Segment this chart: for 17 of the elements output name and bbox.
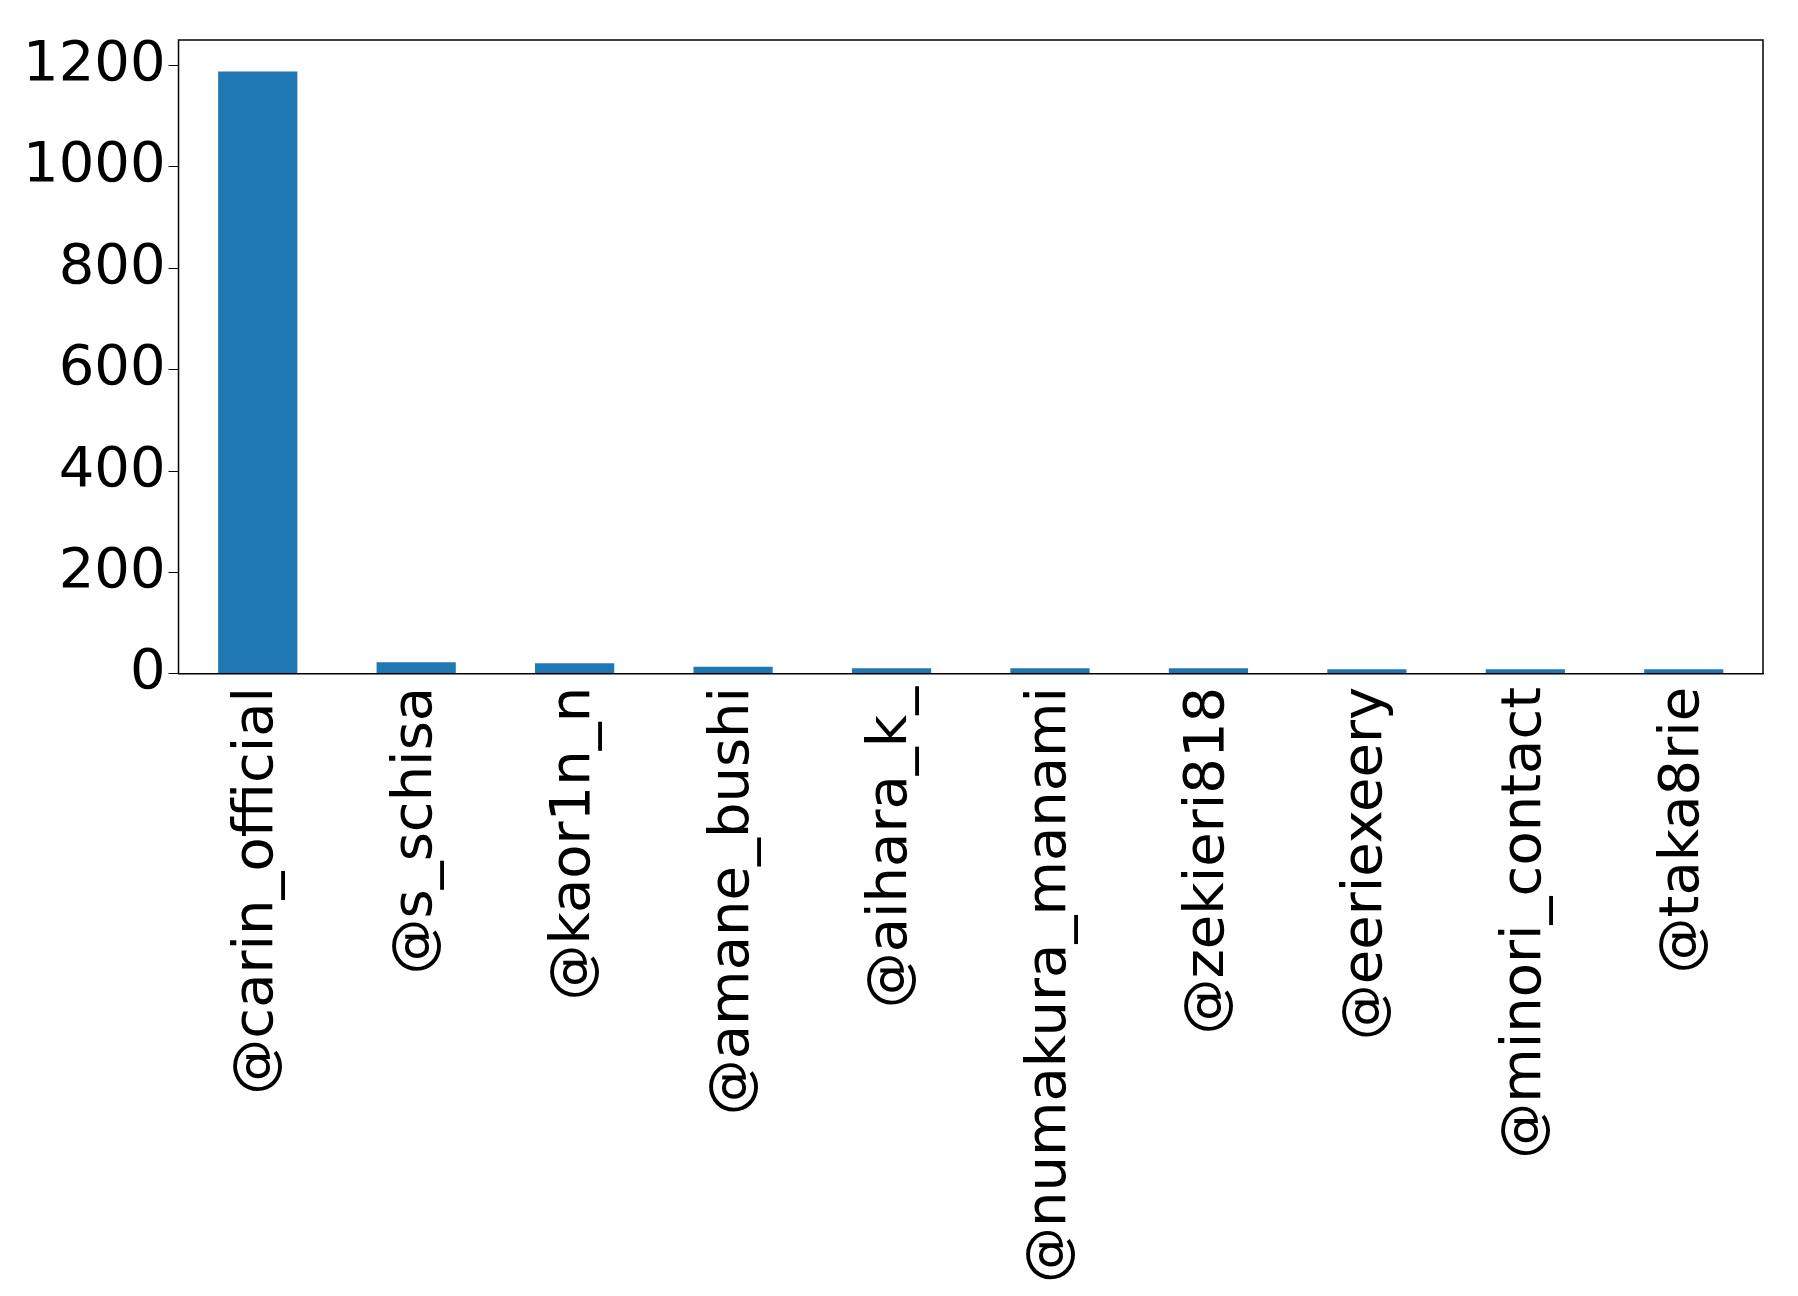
x-tick-label: @kaor1n_n bbox=[537, 686, 603, 1001]
y-tick-label: 400 bbox=[58, 433, 166, 499]
x-tick-label: @eeriexeery bbox=[1329, 686, 1395, 1041]
x-tick-label: @taka8rie bbox=[1646, 686, 1712, 974]
y-tick-label: 600 bbox=[58, 332, 166, 398]
x-tick-label: @carin_official bbox=[220, 686, 286, 1095]
y-tick-label: 1200 bbox=[23, 27, 166, 93]
x-tick-label: @aihara_k_ bbox=[854, 685, 920, 1009]
y-tick-label: 0 bbox=[129, 636, 166, 702]
x-tick-label: @amane_bushi bbox=[695, 686, 761, 1116]
x-tick-label: @minori_contact bbox=[1487, 686, 1553, 1159]
x-tick-label: @zekieri818 bbox=[1170, 686, 1236, 1035]
y-tick-label: 1000 bbox=[23, 129, 166, 195]
y-tick-label: 200 bbox=[58, 534, 166, 600]
y-tick-label: 800 bbox=[58, 230, 166, 296]
x-tick-label: @s_schisa bbox=[378, 686, 444, 975]
x-tick-label: @numakura_manami bbox=[1012, 686, 1078, 1284]
